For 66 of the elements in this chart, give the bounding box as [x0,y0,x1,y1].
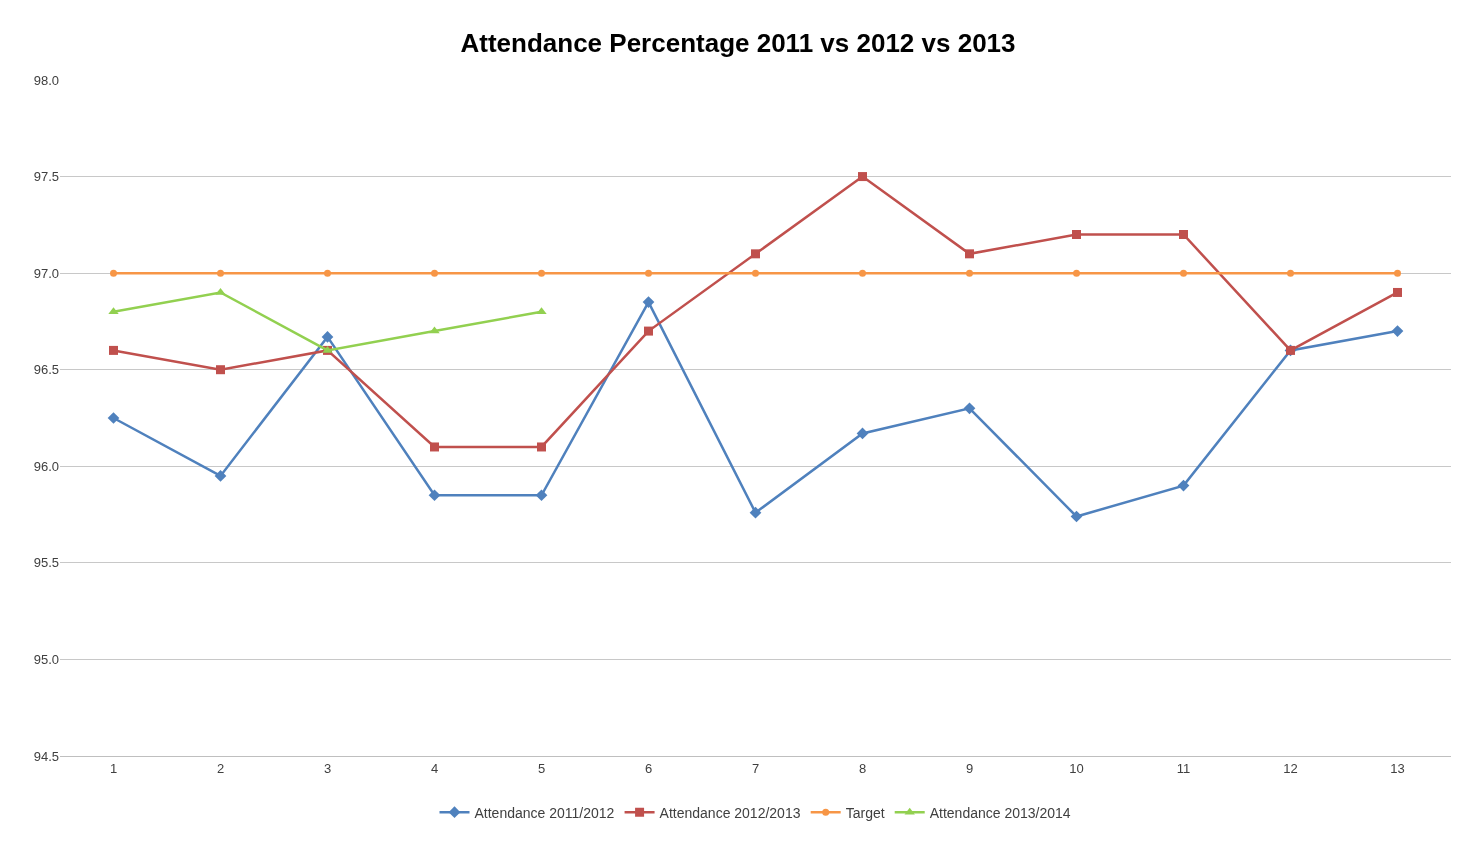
point [963,402,976,415]
chart-title: Attendance Percentage 2011 vs 2012 vs 2013 [460,28,1016,59]
x-tick-label: 12 [1283,760,1298,776]
point [1287,269,1294,277]
y-tick-label: 96.0 [33,458,59,474]
y-tick-label: 94.5 [33,748,59,764]
point [966,269,973,277]
point [108,307,119,315]
x-tick-label: 9 [965,760,974,776]
point [859,269,866,277]
legend-label: Attendance 2013/2014 [929,804,1071,821]
x-tick-label: 5 [537,760,546,776]
point [110,269,117,277]
y-tick-label: 95.5 [33,555,59,571]
point [752,269,759,277]
point [430,442,439,452]
point [1393,287,1402,297]
point [1179,230,1188,240]
x-tick-label: 6 [644,760,653,776]
point [214,470,227,482]
point [109,345,118,355]
point [858,172,867,182]
point [217,269,224,277]
x-tick-label: 7 [751,760,760,776]
point [965,249,974,259]
point [538,269,545,277]
point [428,489,441,502]
y-tick-label: 97.0 [33,265,59,281]
point [645,269,652,277]
point [536,307,547,315]
point [431,269,438,277]
point [215,287,226,295]
y-tick-label: 96.5 [33,362,59,378]
x-tick-label: 3 [323,760,332,776]
point [644,326,653,336]
point [749,506,762,519]
point [1391,325,1404,337]
y-tick-label: 97.5 [33,169,59,185]
point [1072,230,1081,240]
point [642,296,655,308]
point [429,326,440,334]
point [107,412,120,424]
point [1177,479,1190,492]
point [537,442,546,452]
x-tick-label: 10 [1069,760,1084,776]
x-tick-label: 1 [109,760,118,776]
x-tick-label: 4 [430,760,439,776]
point [216,365,225,375]
point [1394,269,1401,277]
point [324,269,331,277]
y-tick-label: 98.0 [33,72,59,88]
point [535,489,548,502]
x-tick-label: 13 [1390,760,1405,776]
point [751,249,760,259]
x-tick-label: 11 [1176,760,1191,776]
legend-label: Attendance 2011/2012 [474,804,615,821]
point [321,331,334,343]
point [856,427,869,440]
legend-label: Target [845,804,885,821]
y-tick-label: 95.0 [33,651,59,667]
legend-label: Attendance 2012/2013 [659,804,801,821]
point [1073,269,1080,277]
point [1180,269,1187,277]
x-tick-label: 8 [858,760,867,776]
x-tick-label: 2 [216,760,225,776]
point [1070,510,1083,523]
